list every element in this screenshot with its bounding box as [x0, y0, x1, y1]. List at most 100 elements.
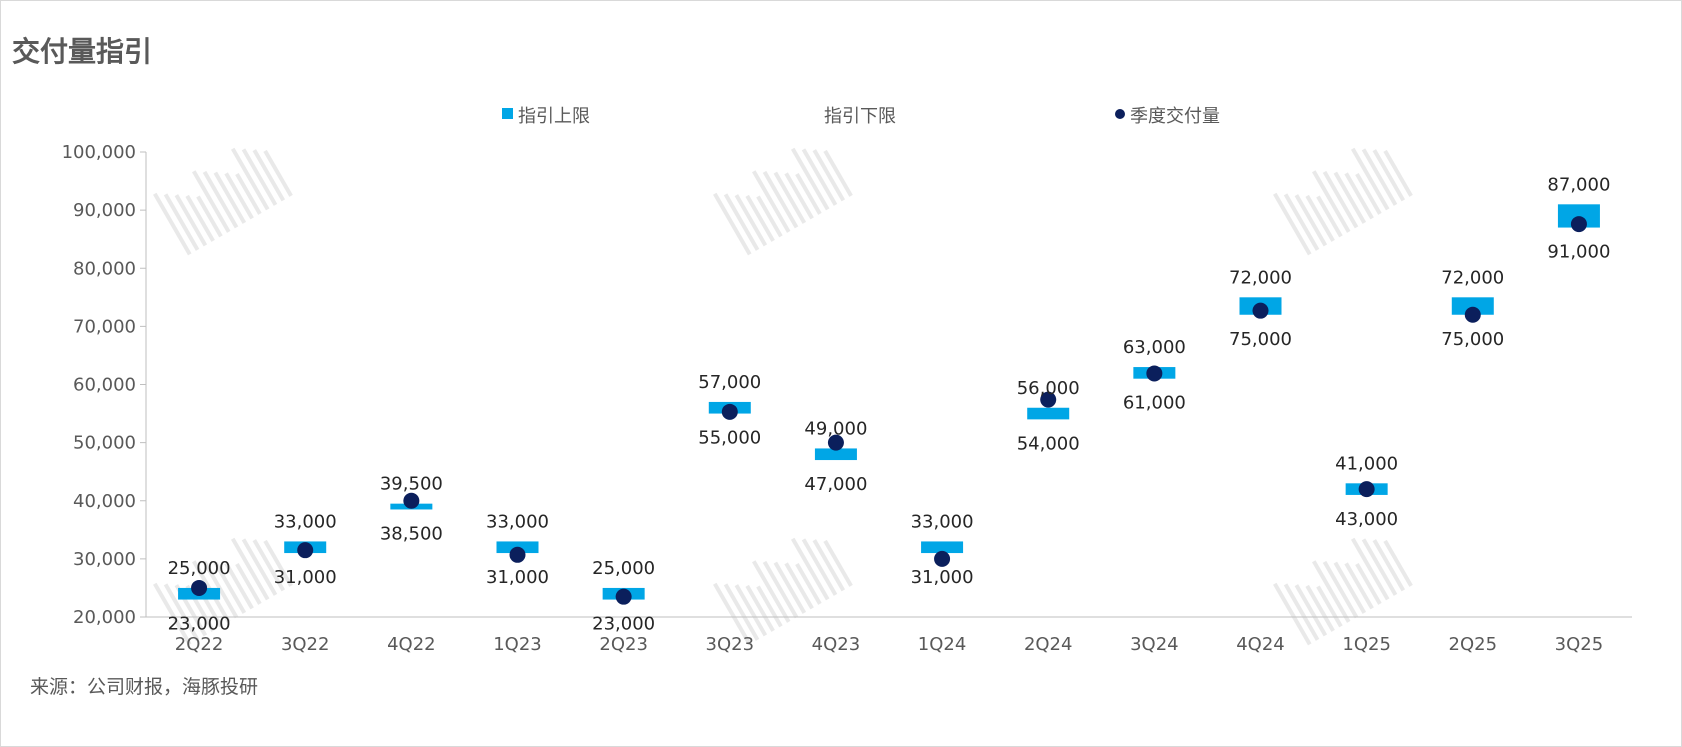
watermark-bar [784, 562, 814, 610]
watermark-bar [1350, 147, 1390, 211]
watermark-bar [1372, 539, 1406, 592]
watermark-bar [1383, 149, 1413, 197]
x-tick-label: 3Q25 [1555, 634, 1604, 655]
watermark-bar [1333, 171, 1367, 224]
x-tick-label: 1Q25 [1342, 634, 1391, 655]
watermark-bar [1283, 193, 1320, 251]
watermark-graphic [153, 537, 293, 646]
upper-data-label: 33,000 [911, 511, 974, 532]
watermark-bar [752, 560, 791, 623]
actual-delivery-point [1146, 365, 1163, 382]
watermark-bar [1355, 563, 1382, 605]
actual-delivery-point [1570, 216, 1587, 233]
watermark-bar [823, 149, 853, 197]
watermark-bar [773, 171, 807, 224]
watermark-bar [1344, 562, 1374, 610]
upper-data-label: 72,000 [1441, 267, 1504, 288]
x-tick-label: 2Q24 [1024, 634, 1073, 655]
watermark-bar [795, 563, 822, 605]
legend-actual-label: 季度交付量 [1130, 106, 1220, 127]
lower-data-label: 31,000 [274, 567, 337, 588]
watermark-bar [174, 194, 208, 247]
x-tick-label: 3Q22 [281, 634, 330, 655]
watermark-bar [1344, 172, 1374, 220]
watermark-bar [241, 148, 278, 206]
watermark-bar [1283, 583, 1320, 641]
watermark-bar [734, 194, 768, 247]
watermark-bar [1316, 195, 1343, 238]
watermark-graphic [1273, 537, 1413, 646]
watermark-bar [202, 170, 239, 229]
upper-data-label: 33,000 [274, 511, 337, 532]
watermark-bar [241, 538, 278, 596]
watermark-bar [762, 170, 799, 229]
watermark-bar [1312, 170, 1351, 233]
legend-actual-swatch [1115, 109, 1125, 119]
watermark-bar [224, 172, 254, 220]
watermark-bar [235, 173, 262, 215]
legend-upper-label: 指引上限 [518, 106, 590, 127]
y-tick-label: 80,000 [73, 258, 136, 279]
upper-data-label: 56,000 [1017, 378, 1080, 399]
actual-delivery-point [934, 550, 951, 567]
lower-data-label: 75,000 [1441, 329, 1504, 350]
watermark-graphic [713, 537, 853, 646]
watermark-bar [1294, 584, 1328, 637]
actual-delivery-point [509, 546, 526, 563]
y-tick-label: 40,000 [73, 491, 136, 512]
legend: 指引上限 指引下限 季度交付量 [502, 106, 1220, 127]
lower-data-label: 23,000 [592, 614, 655, 635]
watermark-bar [1322, 170, 1359, 229]
watermark-bar [1322, 560, 1359, 619]
upper-data-label: 57,000 [698, 372, 761, 393]
lower-data-label: 31,000 [486, 567, 549, 588]
y-tick-label: 50,000 [73, 433, 136, 454]
watermark-bar [1305, 194, 1335, 242]
watermark-bar [1312, 560, 1351, 623]
watermark-bar [801, 148, 838, 206]
y-tick-label: 100,000 [62, 142, 136, 163]
watermark-graphic [1273, 147, 1413, 256]
x-tick-label: 3Q24 [1130, 634, 1179, 655]
x-tick-label: 3Q23 [706, 634, 755, 655]
watermark-bar [723, 193, 760, 251]
watermark-bar [163, 583, 200, 641]
watermark-bar [773, 561, 807, 614]
lower-data-label: 91,000 [1547, 242, 1610, 263]
x-tick-label: 2Q22 [175, 634, 224, 655]
watermark-bar [713, 192, 752, 256]
watermark-bar [1333, 561, 1367, 614]
x-tick-label: 2Q25 [1449, 634, 1498, 655]
x-tick-label: 2Q23 [599, 634, 648, 655]
watermark-bar [756, 195, 783, 238]
y-tick-label: 60,000 [73, 375, 136, 396]
upper-data-label: 39,500 [380, 474, 443, 495]
upper-data-label: 87,000 [1547, 174, 1610, 195]
lower-data-label: 38,500 [380, 523, 443, 544]
watermark-bar [1350, 537, 1390, 601]
actual-delivery-point [403, 492, 420, 509]
legend-upper-swatch [502, 108, 513, 119]
watermark-bar [196, 195, 223, 238]
watermark-bar [252, 149, 286, 202]
guidance-range-bar [1557, 204, 1600, 228]
actual-delivery-point [297, 542, 314, 559]
upper-data-label: 41,000 [1335, 453, 1398, 474]
guidance-range-bar [1451, 297, 1494, 315]
watermark-bar [734, 584, 768, 637]
lower-data-label: 31,000 [911, 567, 974, 588]
watermark-bar [752, 170, 791, 233]
x-tick-label: 4Q22 [387, 634, 436, 655]
watermark-bar [213, 171, 247, 224]
source-note: 来源：公司财报，海豚投研 [30, 676, 259, 698]
watermark-bar [192, 170, 231, 233]
watermark-bar [1383, 539, 1413, 587]
watermark-bar [1273, 192, 1312, 256]
watermark-bar [801, 538, 838, 596]
watermark-bar [1372, 149, 1406, 202]
x-tick-label: 4Q24 [1236, 634, 1285, 655]
upper-data-label: 25,000 [592, 558, 655, 579]
watermark-graphic [153, 147, 293, 256]
chart-marks: 25,000 23,000 33,000 31,000 39,500 38,500 33,0… [168, 174, 1611, 634]
watermark-bar [263, 149, 293, 197]
